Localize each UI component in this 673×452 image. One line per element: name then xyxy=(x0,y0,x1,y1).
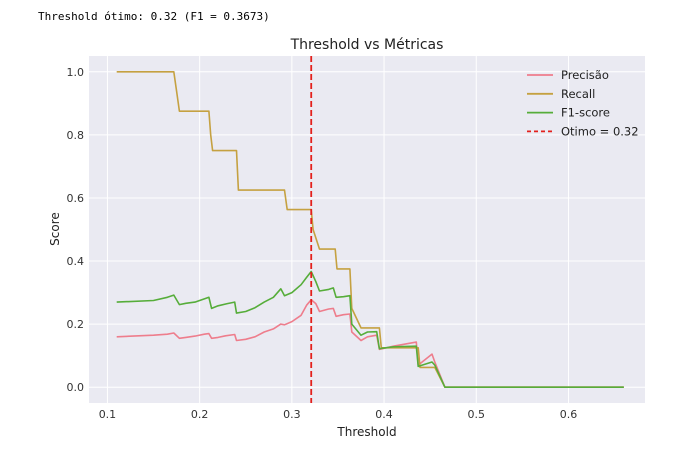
x-tick-label: 0.1 xyxy=(99,408,117,421)
legend-label: Otimo = 0.32 xyxy=(561,124,639,138)
x-axis-label: Threshold xyxy=(336,425,396,439)
chart-title: Threshold vs Métricas xyxy=(290,37,444,53)
y-tick-label: 1.0 xyxy=(67,66,85,79)
x-axis-ticks: 0.1 0.2 0.3 0.4 0.5 0.6 xyxy=(99,408,578,421)
grid xyxy=(89,56,645,403)
legend: Precisão Recall F1-score Otimo = 0.32 xyxy=(527,68,639,138)
y-tick-label: 0.4 xyxy=(67,255,85,268)
x-tick-label: 0.6 xyxy=(560,408,578,421)
x-tick-label: 0.4 xyxy=(375,408,393,421)
y-tick-label: 0.0 xyxy=(67,381,85,394)
legend-label: Precisão xyxy=(561,68,609,82)
legend-label: F1-score xyxy=(561,106,610,120)
x-tick-label: 0.5 xyxy=(468,408,486,421)
plot-background xyxy=(89,56,645,403)
x-tick-label: 0.2 xyxy=(191,408,209,421)
y-tick-label: 0.8 xyxy=(67,129,85,142)
printed-output: Threshold ótimo: 0.32 (F1 = 0.3673) xyxy=(38,10,270,23)
x-tick-label: 0.3 xyxy=(283,408,301,421)
series-line-recall xyxy=(116,71,624,389)
series-layer xyxy=(116,56,624,403)
y-tick-label: 0.6 xyxy=(67,192,85,205)
legend-label: Recall xyxy=(561,87,595,101)
series-line-f1-score xyxy=(116,270,624,389)
y-axis-ticks: 0.0 0.2 0.4 0.6 0.8 1.0 xyxy=(67,66,85,394)
y-tick-label: 0.2 xyxy=(67,318,85,331)
y-axis-label: Score xyxy=(48,212,62,246)
